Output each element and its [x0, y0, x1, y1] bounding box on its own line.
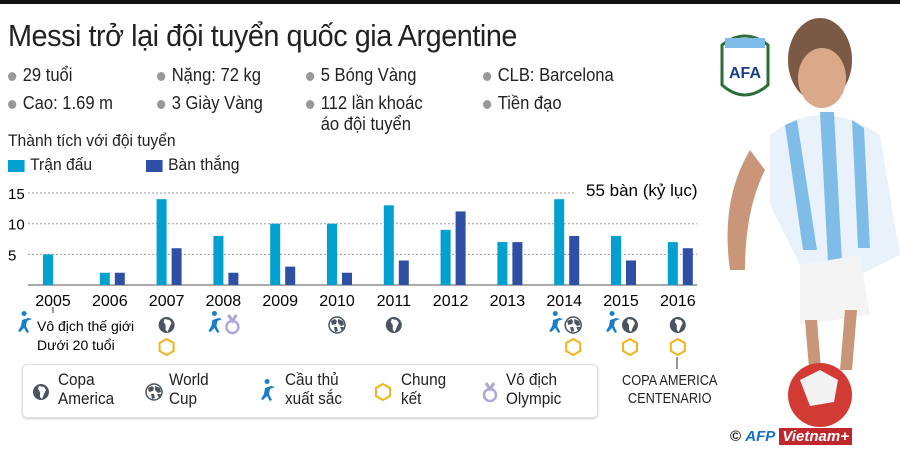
matches-bar-2015	[611, 235, 621, 285]
matches-bar-2010	[327, 223, 337, 285]
goals-bar-2011	[398, 260, 409, 285]
goals-bar-2007	[171, 248, 182, 285]
player-icon	[261, 379, 275, 401]
olympic-icon	[224, 313, 240, 335]
stat-caps: 112 lần khoác áo đội tuyển	[306, 93, 423, 135]
legend-final: Chung kết	[401, 370, 447, 408]
page-title: Messi trở lại đội tuyển quốc gia Argenti…	[8, 18, 518, 53]
hexagon-icon	[565, 338, 582, 356]
hexagon-icon	[622, 338, 638, 356]
matches-bar-2009	[270, 223, 281, 285]
stat-height: Cao: 1.69 m	[8, 93, 113, 114]
hexagon-icon	[158, 338, 175, 356]
stat-age: 29 tuổi	[8, 65, 72, 86]
x-tick-label: 2012	[433, 293, 469, 310]
matches-bar-2012	[440, 229, 451, 285]
player-icon	[208, 311, 223, 333]
player-icon	[606, 311, 620, 333]
goals-bar-2012	[455, 211, 466, 285]
goals-bar-2009	[285, 266, 296, 285]
x-tick-label: 2006	[92, 293, 128, 310]
stat-club: CLB: Barcelona	[483, 65, 614, 86]
centenario-label: COPA AMERICA CENTENARIO	[622, 372, 718, 407]
medal-icon	[482, 381, 498, 403]
matches-bar-2008	[213, 235, 224, 285]
copa-icon	[385, 317, 402, 333]
legend-player: Cầu thủ xuất sắc	[285, 370, 342, 408]
icon-legend: Copa America World Cup Cầu thủ xuất sắc Chu…	[22, 364, 598, 418]
hexagon-icon	[669, 338, 686, 356]
stat-ballon: 5 Bóng Vàng	[306, 65, 416, 86]
u20-note-line2: Dưới 20 tuổi	[37, 337, 115, 353]
matches-bar-2006	[99, 272, 110, 285]
x-tick-label: 2005	[35, 293, 71, 310]
credit: © AFP Vietnam+	[730, 428, 852, 445]
matches-bar-2011	[383, 205, 394, 285]
goals-bar-2013	[512, 242, 523, 285]
matches-bar-2014	[554, 199, 565, 285]
player-icon	[549, 311, 564, 333]
matches-bar-2007	[156, 199, 167, 285]
y-tick-label: 10	[8, 217, 25, 234]
x-tick-label: 2008	[206, 293, 242, 310]
x-tick-label: 2013	[490, 293, 526, 310]
world-icon	[328, 316, 346, 334]
goals-bar-2014	[569, 235, 580, 285]
legend-matches: Trận đấu	[8, 155, 92, 175]
messi-photo	[727, 18, 900, 427]
x-tick-label: 2007	[149, 293, 185, 310]
x-tick-label: 2011	[377, 293, 412, 310]
x-tick-label: 2010	[319, 293, 355, 310]
stat-position: Tiền đạo	[483, 93, 562, 114]
copa-icon	[669, 317, 686, 333]
matches-bar-2005	[43, 254, 53, 285]
x-tick-label: 2016	[660, 293, 696, 310]
legend-olympic: Vô địch Olympic	[506, 370, 562, 408]
player-icon	[18, 311, 32, 333]
goals-bar-2010	[342, 272, 352, 285]
world-icon	[564, 316, 582, 334]
x-tick-label: 2009	[262, 293, 298, 310]
svg-text:AFA: AFA	[729, 65, 761, 82]
goals-bar-2015	[626, 260, 636, 285]
u20-note-line1: Vô địch thế giới	[37, 318, 134, 334]
top-bar	[0, 0, 900, 4]
x-tick-label: 2015	[603, 293, 639, 310]
hexagon-icon	[375, 383, 391, 401]
goals-bar-2008	[228, 272, 239, 285]
chart-title: Thành tích với đội tuyển	[8, 131, 176, 150]
matches-bar-2013	[497, 242, 508, 285]
stat-boots: 3 Giày Vàng	[157, 93, 263, 114]
world-icon	[145, 383, 163, 401]
copa-icon	[622, 317, 638, 333]
y-tick-label: 5	[8, 247, 16, 264]
stat-weight: Nặng: 72 kg	[157, 65, 261, 86]
copa-icon	[33, 384, 49, 400]
legend-goals: Bàn thắng	[146, 155, 239, 175]
goals-bar-2016	[682, 248, 693, 285]
x-tick-label: 2014	[546, 293, 582, 310]
copa-icon	[158, 317, 175, 333]
matches-bar-2016	[667, 242, 678, 285]
afa-crest: AFA	[720, 34, 770, 97]
legend-copa: Copa America	[58, 370, 115, 408]
y-tick-label: 15	[8, 186, 25, 203]
record-annotation: 55 bàn (kỷ lục)	[586, 181, 698, 200]
goals-bar-2006	[114, 272, 125, 285]
legend-world: World Cup	[169, 370, 209, 408]
